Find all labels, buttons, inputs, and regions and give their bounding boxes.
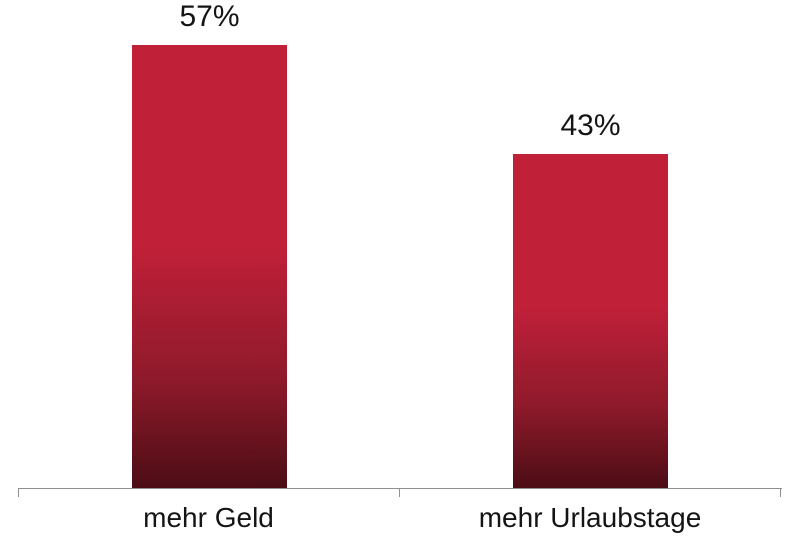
axis-tick-middle bbox=[399, 488, 400, 497]
value-label-mehr-urlaubstage: 43% bbox=[560, 109, 621, 142]
category-label-mehr-geld: mehr Geld bbox=[143, 502, 274, 533]
x-axis-line bbox=[18, 488, 782, 489]
bar-group-mehr-urlaubstage: 43% bbox=[513, 111, 668, 488]
bar-mehr-geld bbox=[132, 45, 287, 488]
value-label-mehr-geld: 57% bbox=[179, 0, 240, 33]
axis-tick-right bbox=[780, 488, 781, 497]
bar-group-mehr-geld: 57% bbox=[132, 2, 287, 488]
axis-tick-left bbox=[18, 488, 19, 497]
bar-mehr-urlaubstage bbox=[513, 154, 668, 488]
category-label-mehr-urlaubstage: mehr Urlaubstage bbox=[478, 502, 702, 533]
